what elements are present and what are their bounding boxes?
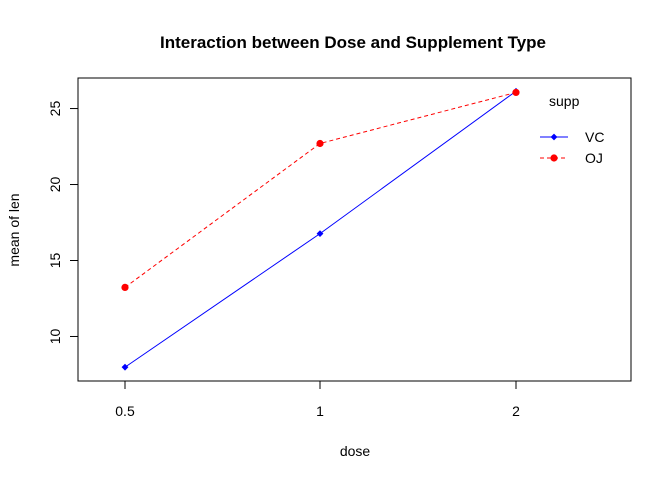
- plot-frame: [77, 77, 632, 382]
- series-line-oj: [124, 91, 517, 288]
- y-tick-label: 25: [47, 101, 63, 117]
- plot-layer: 0.5 1 2 10 15 20 25 supp VC OJ: [47, 87, 604, 419]
- y-tick-label: 15: [47, 253, 63, 269]
- point-vc: [316, 230, 324, 238]
- point-vc: [121, 363, 129, 371]
- y-tick-label: 20: [47, 177, 63, 193]
- x-tick-label: 1: [316, 403, 324, 419]
- legend-marker-oj: [550, 154, 558, 162]
- chart-title: Interaction between Dose and Supplement …: [160, 33, 546, 52]
- x-tick-label: 0.5: [115, 403, 135, 419]
- x-axis-label: dose: [340, 443, 371, 459]
- y-axis-label: mean of len: [6, 193, 22, 266]
- x-tick-label: 2: [512, 403, 520, 419]
- y-tick-label: 10: [47, 328, 63, 344]
- legend-title: supp: [549, 93, 580, 109]
- legend-label-oj: OJ: [585, 150, 603, 166]
- legend-marker-vc: [550, 133, 558, 141]
- legend-label-vc: VC: [585, 129, 604, 145]
- point-oj: [512, 88, 520, 97]
- point-oj: [121, 283, 129, 291]
- point-oj: [316, 139, 324, 148]
- series-line-vc: [124, 90, 517, 368]
